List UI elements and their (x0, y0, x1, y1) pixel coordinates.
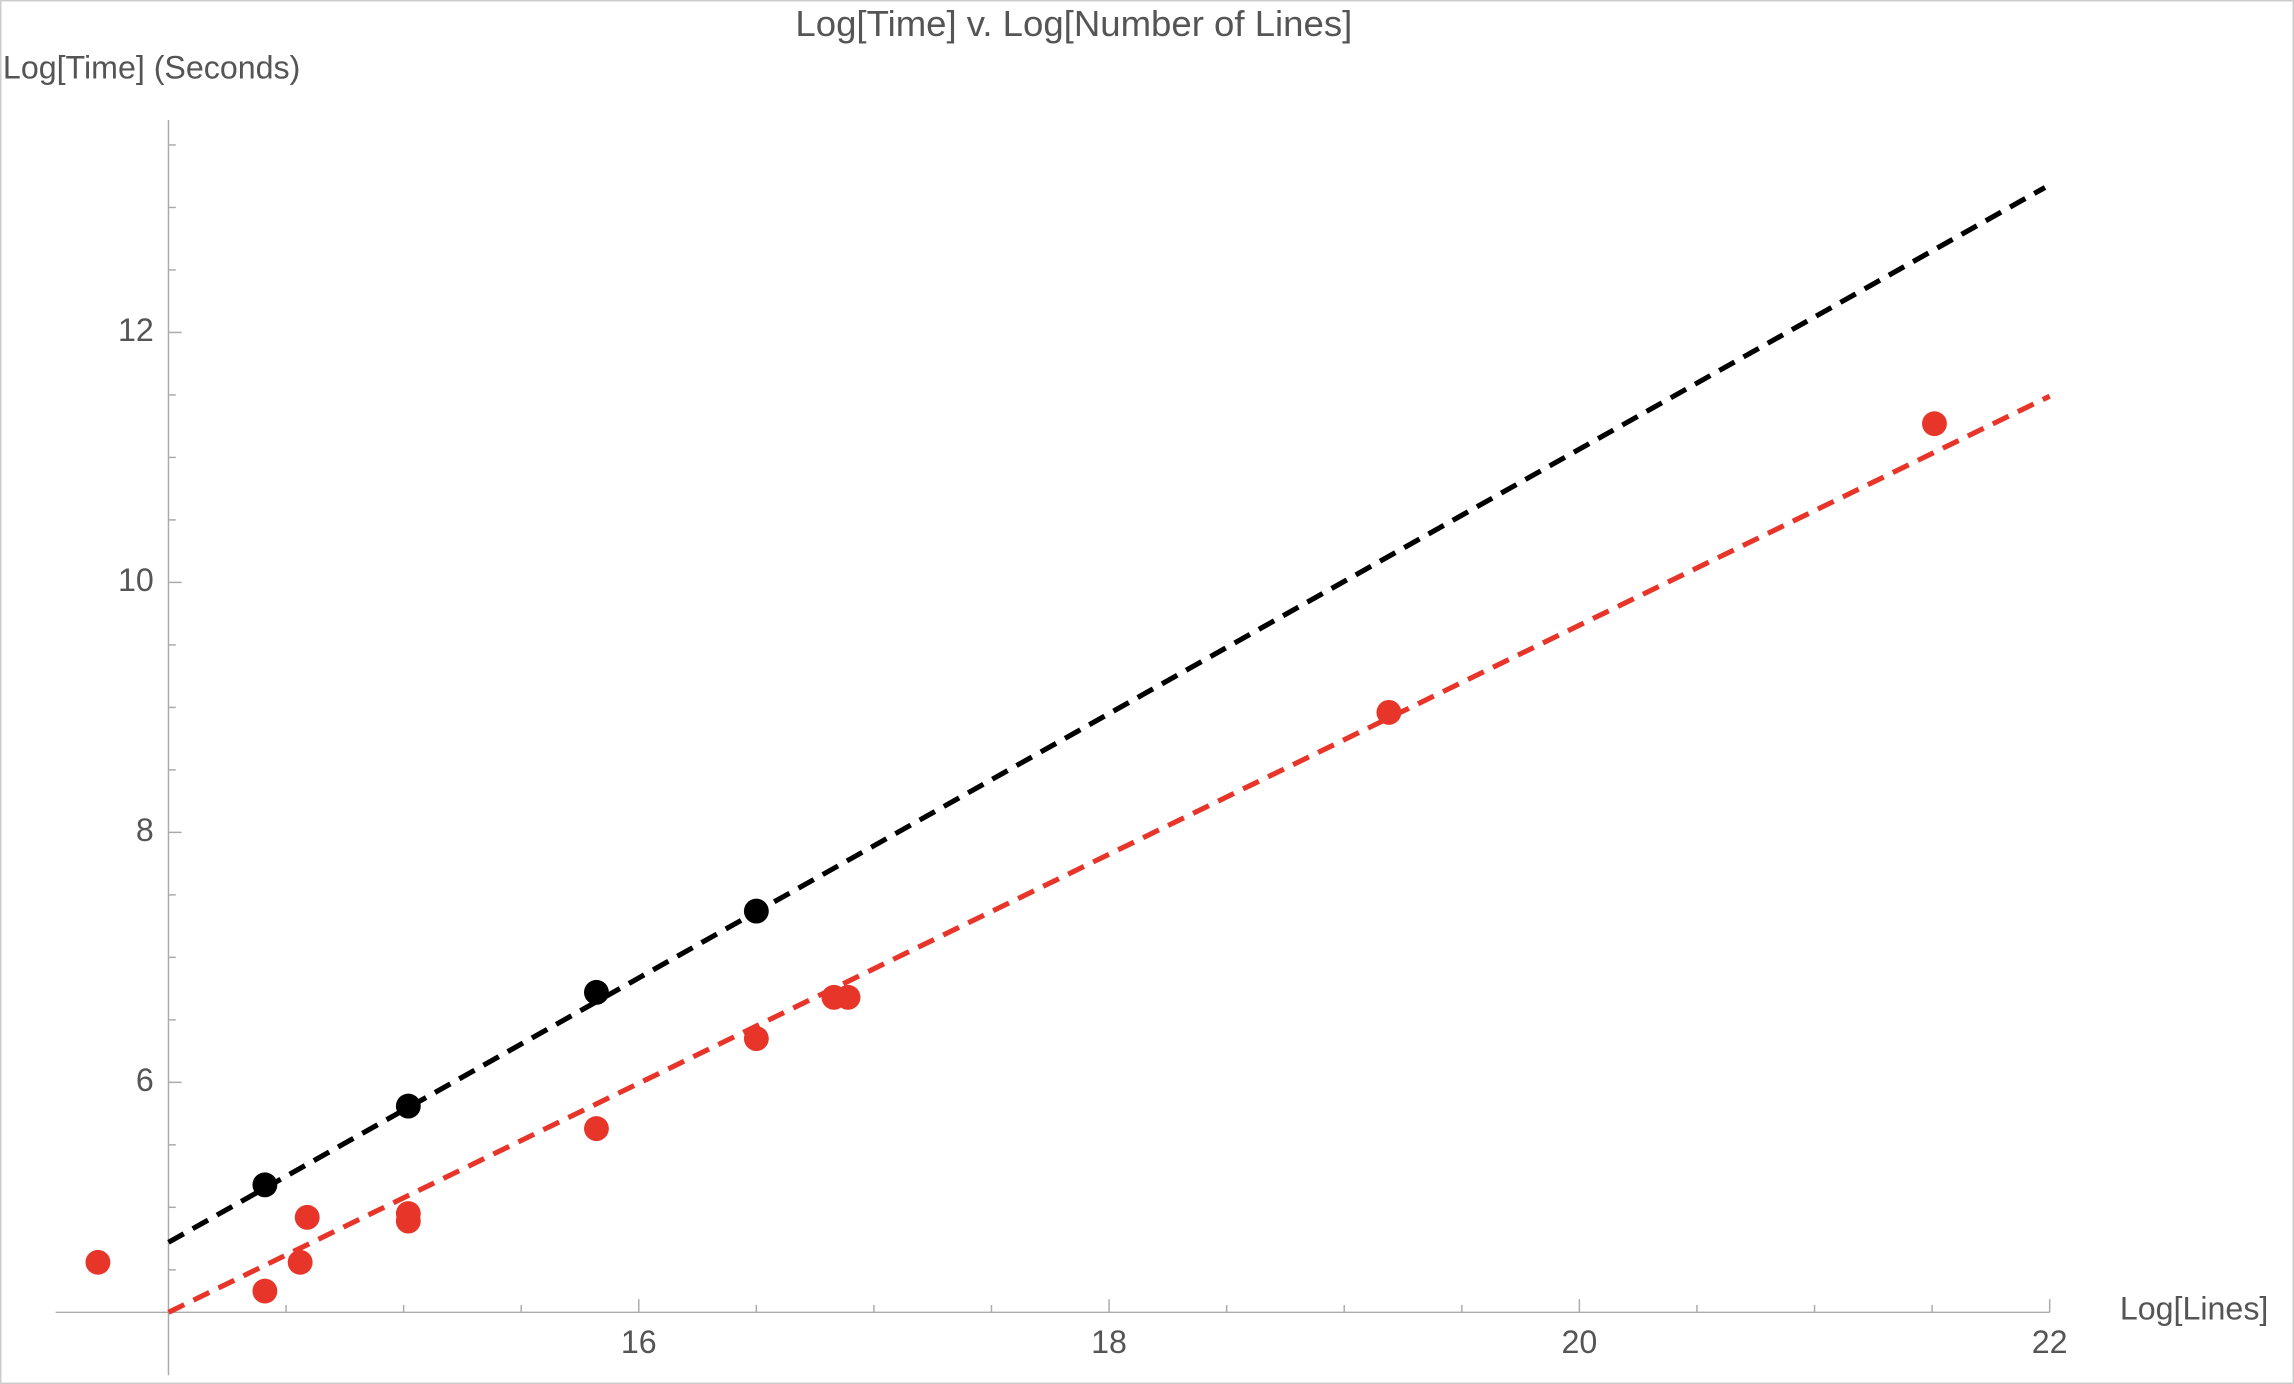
point (835, 984, 861, 1010)
point (287, 1249, 313, 1275)
point (1922, 411, 1947, 437)
x-tick-label: 22 (2032, 1324, 2068, 1360)
point (584, 1116, 609, 1142)
y-tick-label: 10 (118, 562, 154, 598)
x-tick-label: 16 (621, 1324, 657, 1360)
fit-line (167, 185, 2047, 1245)
point (743, 1026, 769, 1052)
y-tick-label: 12 (118, 312, 154, 348)
fit-line (167, 393, 2051, 1315)
y-tick-label: 8 (136, 812, 154, 848)
x-tick-label: 20 (1561, 1324, 1597, 1360)
x-axis-label: Log[Lines] (2120, 1290, 2268, 1326)
point (395, 1208, 421, 1234)
point (85, 1249, 111, 1275)
y-tick-label: 6 (136, 1062, 154, 1098)
point (584, 979, 609, 1005)
point (294, 1204, 320, 1230)
point (743, 898, 769, 924)
y-axis-label: Log[Time] (Seconds) (3, 50, 300, 86)
x-tick-label: 18 (1091, 1324, 1127, 1360)
point (395, 1093, 421, 1119)
point (252, 1278, 278, 1304)
point (1376, 699, 1402, 725)
chart-title: Log[Time] v. Log[Number of Lines] (795, 3, 1352, 44)
point (252, 1172, 278, 1198)
